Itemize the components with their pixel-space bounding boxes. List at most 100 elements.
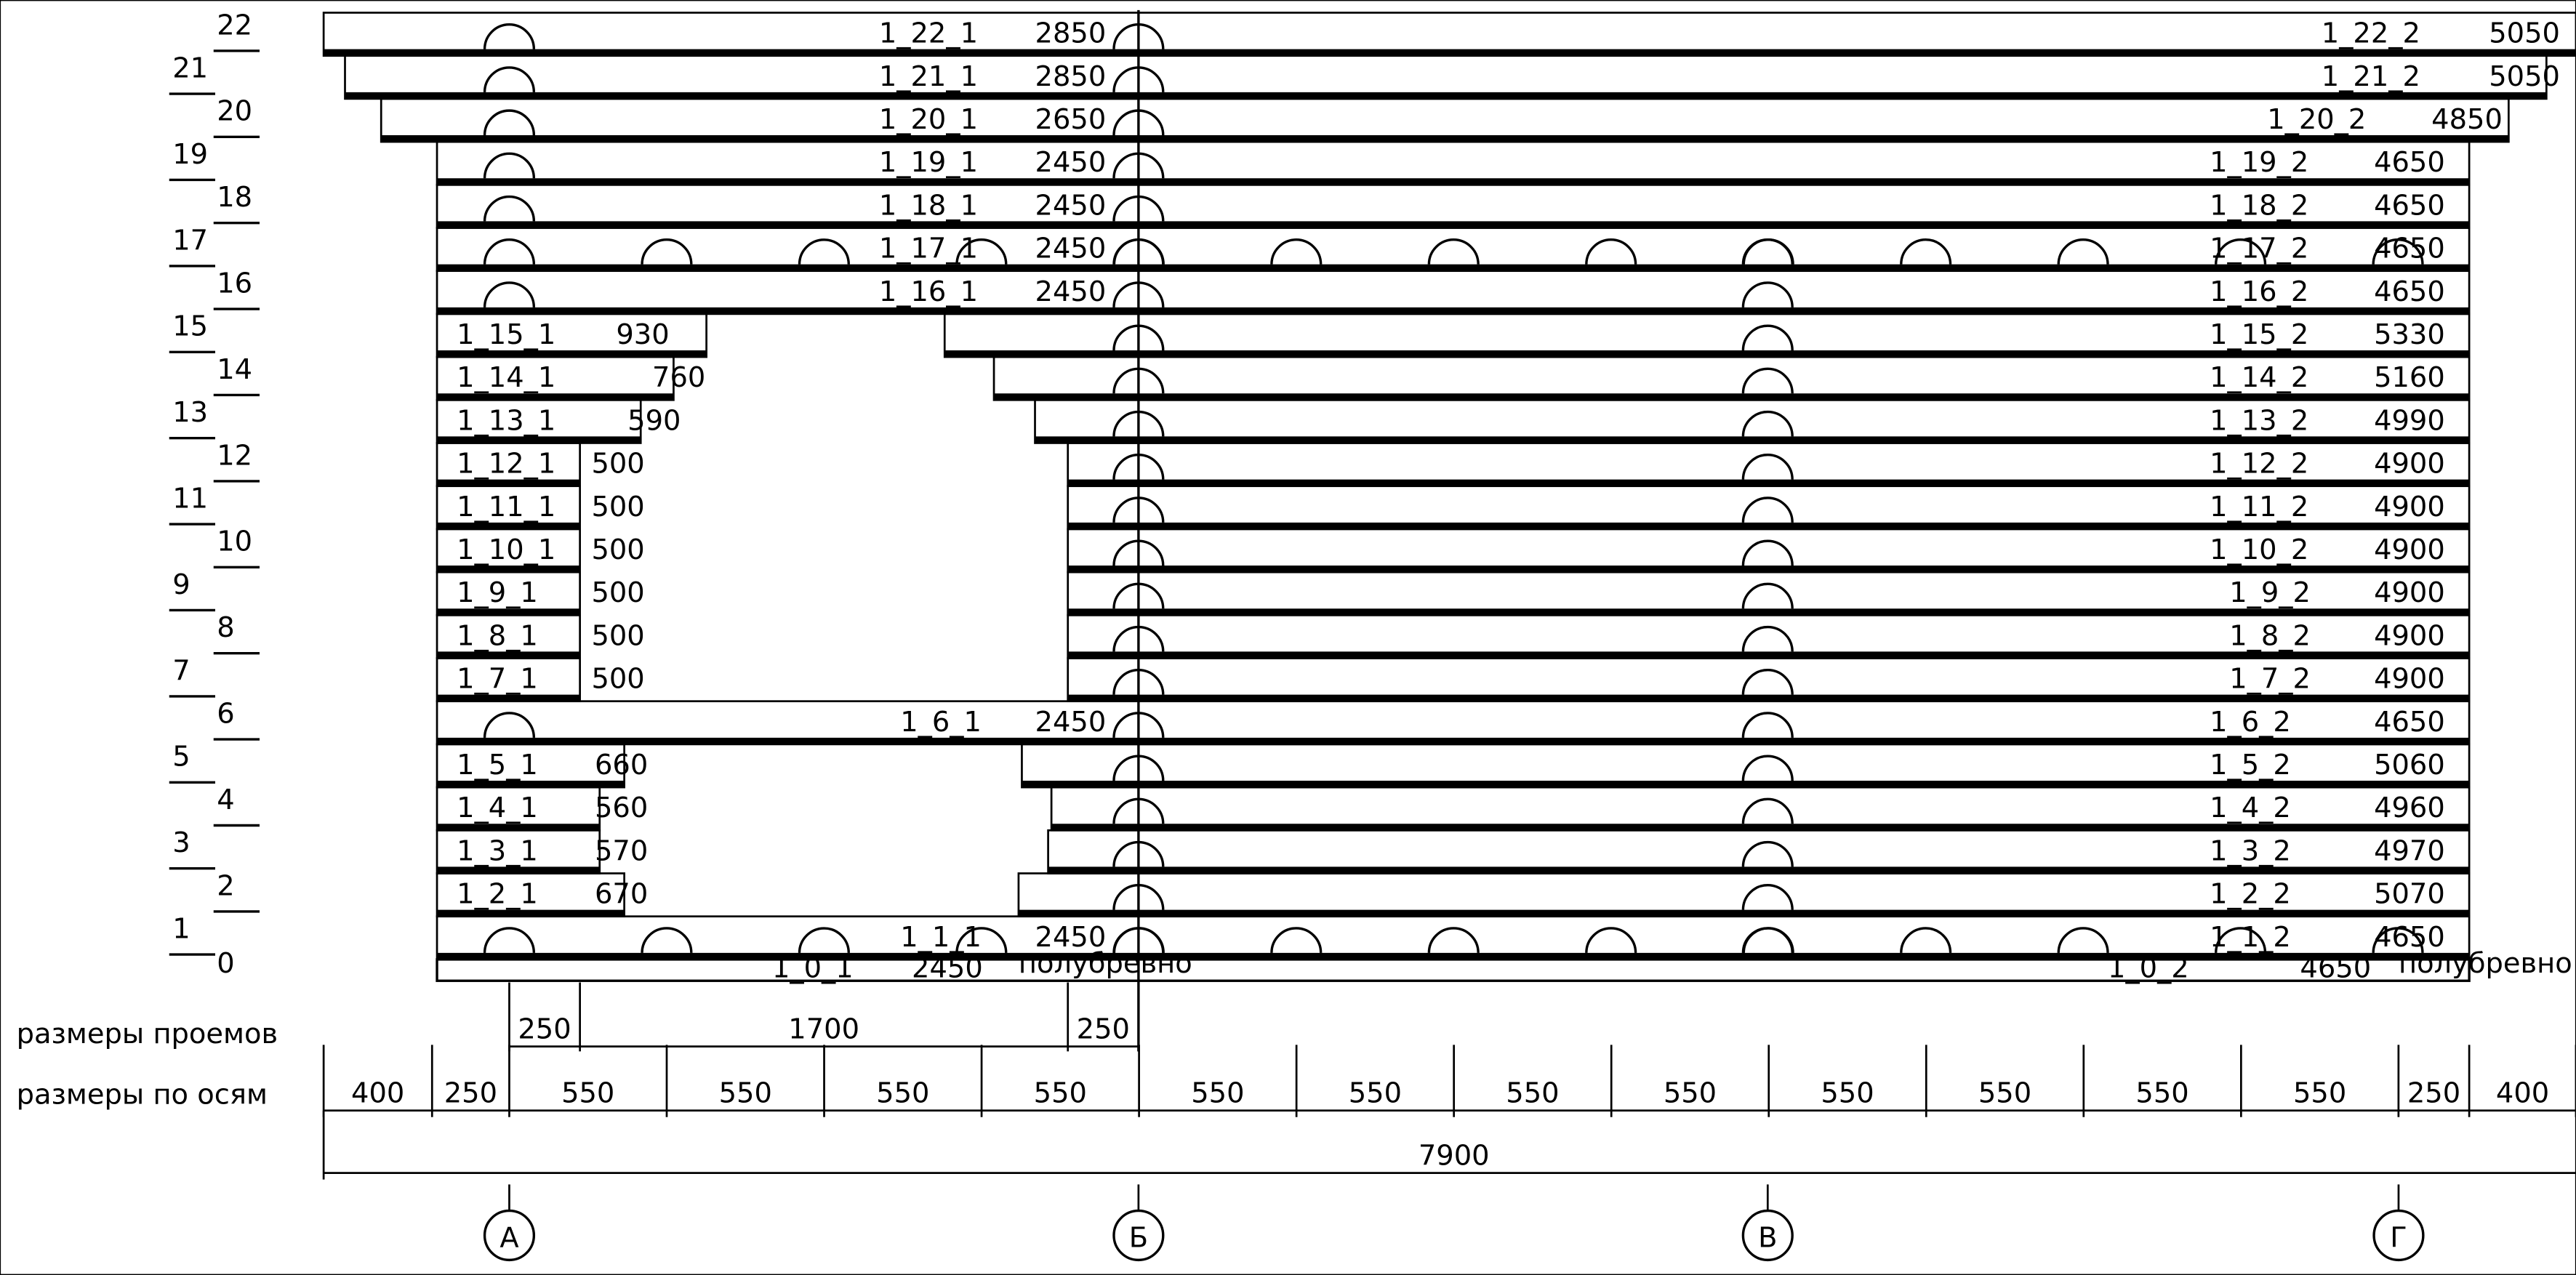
log-length: 4900 — [2374, 448, 2445, 480]
log-length: 2450 — [1035, 146, 1107, 179]
log-id: 1_7_1 — [457, 663, 538, 696]
dowel-mark — [483, 238, 536, 265]
dowel-mark — [1112, 66, 1165, 92]
log-length: 930 — [616, 318, 669, 351]
dowel-mark — [1742, 238, 1794, 265]
axis-dimension: 550 — [1506, 1077, 1559, 1109]
dowel-mark — [1741, 367, 1794, 394]
dowel-mark — [1112, 410, 1165, 437]
log-length: 4650 — [2374, 706, 2445, 739]
log-id: 1_11_1 — [457, 491, 555, 523]
opening-dimension: 1700 — [788, 1013, 859, 1045]
log-length: 500 — [591, 534, 644, 566]
log-id: 1_17_1 — [879, 233, 978, 265]
dowel-mark — [1112, 625, 1165, 652]
axis-circle — [483, 1209, 536, 1262]
log-length: 2450 — [1035, 189, 1107, 222]
dowel-mark — [1741, 454, 1794, 480]
dowel-mark — [1741, 238, 1794, 265]
log-id: 1_5_1 — [457, 749, 538, 781]
dowel-mark — [1112, 23, 1165, 49]
row-number: 6 — [217, 697, 234, 730]
row-number: 1 — [172, 913, 190, 946]
dowel-mark — [2215, 238, 2267, 265]
dowel-mark — [1741, 625, 1794, 652]
row-number: 10 — [217, 526, 252, 558]
row-number: 19 — [172, 138, 208, 171]
dowel-mark — [2215, 927, 2267, 953]
log-length: 5330 — [2374, 318, 2445, 351]
axis-circle — [1741, 1209, 1794, 1262]
axis-circle — [1112, 1209, 1165, 1262]
axis-circle — [2372, 1209, 2425, 1262]
log-length: 4650 — [2374, 146, 2445, 179]
row-number: 0 — [217, 947, 234, 980]
log-id: 1_2_2 — [2210, 878, 2291, 911]
row-number: 8 — [217, 611, 234, 644]
log-id: 1_10_2 — [2210, 534, 2308, 566]
dowel-mark — [641, 238, 693, 265]
row-number: 17 — [172, 224, 208, 257]
log-length: 2850 — [1035, 17, 1107, 50]
log-note: полубревно — [2399, 947, 2572, 980]
row-number: 9 — [172, 568, 190, 601]
log-id: 1_4_2 — [2210, 792, 2291, 824]
log-id: 1_13_2 — [2210, 404, 2308, 437]
log-id: 1_4_1 — [457, 792, 538, 824]
total-dimension: 7900 — [1419, 1139, 1490, 1172]
axis-dimension: 550 — [1978, 1077, 2031, 1109]
dowel-mark — [1741, 669, 1794, 695]
opening-dimension: 250 — [1077, 1013, 1130, 1045]
dowel-mark — [1112, 582, 1165, 609]
dowel-mark — [1900, 927, 1952, 953]
log-length: 5050 — [2489, 17, 2560, 50]
dowel-mark — [1741, 797, 1794, 824]
dowel-mark — [1112, 884, 1165, 910]
log-id: 1_3_1 — [457, 834, 538, 867]
log-length: 500 — [591, 491, 644, 523]
log-id: 1_8_1 — [457, 619, 538, 652]
log-id: 1_6_1 — [900, 706, 982, 739]
row-number: 5 — [172, 741, 190, 773]
log-id: 1_19_2 — [2210, 146, 2308, 179]
log-length: 4650 — [2374, 275, 2445, 308]
log-length: 2450 — [1035, 706, 1107, 739]
log-length: 2850 — [1035, 60, 1107, 93]
log-length: 4650 — [2374, 921, 2445, 954]
log-id: 1_18_1 — [879, 189, 978, 222]
dowel-mark — [483, 195, 536, 222]
row-number: 12 — [217, 439, 252, 472]
axis-dimension: 550 — [2293, 1077, 2346, 1109]
log-length: 500 — [591, 619, 644, 652]
axis-dimension: 550 — [1664, 1077, 1717, 1109]
log-id: 1_1_1 — [900, 921, 982, 954]
dowel-mark — [2372, 238, 2424, 265]
log-id: 1_12_1 — [457, 448, 555, 480]
dowel-mark — [1112, 539, 1165, 566]
dowel-mark — [1741, 755, 1794, 781]
axis-dimensions-label: размеры по осям — [17, 1079, 268, 1111]
dowel-mark — [1112, 712, 1165, 738]
row-number: 21 — [172, 52, 208, 84]
log-id: 1_6_2 — [2210, 706, 2291, 739]
dowel-mark — [1741, 410, 1794, 437]
log-id: 1_16_1 — [879, 275, 978, 308]
log-id: 1_16_2 — [2210, 275, 2308, 308]
log-id: 1_11_2 — [2210, 491, 2308, 523]
log-length: 660 — [595, 749, 648, 781]
log-length: 5060 — [2374, 749, 2445, 781]
log-length: 2450 — [1035, 275, 1107, 308]
log-length: 5160 — [2374, 361, 2445, 394]
row-number: 16 — [217, 267, 252, 299]
axis-dimension: 550 — [1821, 1077, 1874, 1109]
row-number: 20 — [217, 95, 252, 128]
log-length: 500 — [591, 576, 644, 609]
row-number: 18 — [217, 181, 252, 214]
log-length: 4900 — [2374, 576, 2445, 609]
log-id: 1_12_2 — [2210, 448, 2308, 480]
axis-dimension: 550 — [1034, 1077, 1087, 1109]
dowel-mark — [641, 927, 693, 953]
log-id: 1_14_1 — [457, 361, 555, 394]
dowel-mark — [2057, 927, 2109, 953]
